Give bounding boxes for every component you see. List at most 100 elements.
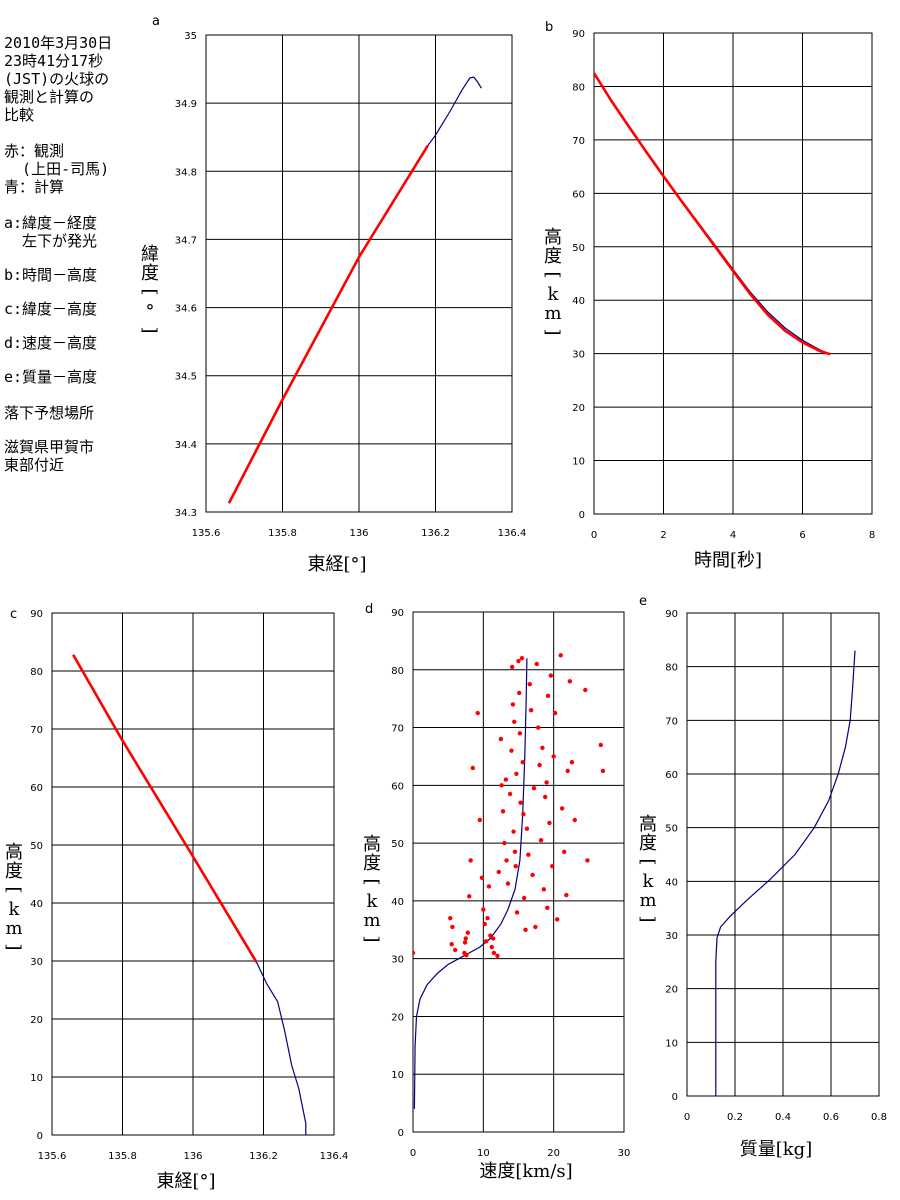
observed-point xyxy=(450,924,455,930)
y-tick-label: 10 xyxy=(30,1073,43,1084)
y-tick-label: 0 xyxy=(672,1092,678,1103)
y-tick-label: 70 xyxy=(572,136,585,147)
y-axis-label-char: [ xyxy=(3,886,24,893)
x-tick-label: 135.8 xyxy=(108,1151,137,1162)
observed-point xyxy=(550,864,555,869)
observed-point xyxy=(468,858,473,863)
y-tick-label: 60 xyxy=(391,781,404,792)
y-axis-label-char: [ xyxy=(542,271,563,278)
legend-colors-block: 赤：観測 (上田-司馬) 青：計算 xyxy=(4,142,144,196)
y-axis-label-char: ] xyxy=(139,326,160,333)
y-tick-label: 90 xyxy=(572,29,585,40)
observed-points xyxy=(413,653,606,958)
y-axis-label: 緯度 [°] xyxy=(139,244,160,334)
observed-point xyxy=(479,875,485,880)
observed-point xyxy=(567,679,573,684)
observed-point xyxy=(552,710,558,716)
gridlines xyxy=(593,32,873,515)
panel-letter: b xyxy=(545,20,553,35)
observed-point xyxy=(583,687,588,693)
observed-point xyxy=(481,907,486,912)
observed-point xyxy=(477,817,483,823)
legend-panel-b: b:時間－高度 xyxy=(4,266,98,284)
y-tick-label: 40 xyxy=(391,897,404,908)
y-axis-label: 高度 [km] xyxy=(542,227,563,336)
y-axis-label-char: 高 xyxy=(5,842,23,863)
observed-point xyxy=(518,800,523,805)
observed-point xyxy=(600,768,606,774)
y-tick-label: 60 xyxy=(572,189,585,200)
plot-frame xyxy=(412,611,625,1133)
y-tick-label: 40 xyxy=(665,877,678,888)
observed-point xyxy=(545,905,550,911)
y-tick-label: 34.6 xyxy=(175,304,197,315)
observed-point xyxy=(413,950,416,956)
x-tick-label: 0 xyxy=(591,530,597,541)
y-tick-label: 20 xyxy=(665,985,678,996)
observed-point xyxy=(509,664,515,670)
y-axis-label-char: 度 xyxy=(141,263,159,284)
computed-series-line xyxy=(715,650,856,1096)
y-tick-label: 50 xyxy=(391,839,404,850)
observed-point xyxy=(490,936,496,941)
x-tick-label: 136.4 xyxy=(498,528,527,539)
y-axis-label-char: [ xyxy=(361,878,382,885)
observed-point xyxy=(527,682,532,687)
panel-letter: a xyxy=(152,14,160,29)
plot-frame xyxy=(205,34,513,513)
computed-series-line xyxy=(594,72,831,355)
observed-point xyxy=(464,953,469,958)
observed-point xyxy=(465,930,471,935)
y-axis-label-char: 高 xyxy=(363,834,381,855)
chart-panel-e: 0 0.2 0.4 0.6 0.8 0 10 20 30 40 50 60 70 80 90 e 質量[kg] 高… xyxy=(637,594,887,1160)
x-tick-label: 0.4 xyxy=(775,1112,791,1123)
observed-point xyxy=(564,892,569,898)
legend-title-line: 2010年3月30日 xyxy=(4,34,113,52)
observed-point xyxy=(510,702,516,707)
observed-point xyxy=(598,742,603,748)
observed-point xyxy=(559,806,565,811)
observed-point xyxy=(467,894,472,899)
y-tick-label: 20 xyxy=(572,403,585,414)
observed-point xyxy=(503,777,509,782)
observed-point xyxy=(489,944,494,950)
y-axis-label-char: k xyxy=(367,891,379,912)
legend-computed-label: 青：計算 xyxy=(4,178,65,196)
observed-point xyxy=(565,768,570,774)
y-tick-label: 80 xyxy=(572,82,585,93)
observed-point xyxy=(524,826,530,831)
observed-point xyxy=(519,656,525,661)
x-tick-label: 2 xyxy=(660,530,666,541)
x-tick-label: 6 xyxy=(799,530,805,541)
x-axis-label: 東経[°] xyxy=(307,554,366,575)
y-tick-label: 10 xyxy=(572,457,585,468)
observed-point xyxy=(486,884,492,889)
figure-legend: 2010年3月30日 23時41分17秒 (JST)の火球の 観測と計算の 比較… xyxy=(4,34,144,474)
y-axis-label-char: 度 xyxy=(5,861,23,882)
observed-point xyxy=(512,719,517,724)
observed-point xyxy=(547,820,552,826)
observed-point xyxy=(521,895,527,901)
observed-point xyxy=(463,936,468,941)
legend-panels-block: a:緯度－経度 左下が発光 b:時間－高度 c:緯度－高度 d:速度－高度 e:… xyxy=(4,214,144,386)
y-tick-label: 90 xyxy=(391,608,404,619)
x-tick-label: 136 xyxy=(183,1151,202,1162)
observed-point xyxy=(517,690,522,696)
y-axis-label: 高度 [km] xyxy=(361,834,382,943)
legend-place-line: 滋賀県甲賀市 xyxy=(4,438,95,456)
y-axis-label-char: [ xyxy=(139,288,160,295)
observed-point xyxy=(514,910,520,915)
tick-labels: 0 10 20 30 0 10 20 30 40 50 60 70 80 90 xyxy=(391,608,630,1159)
chart-panel-c: 135.6 135.8 136 136.2 136.4 0 10 20 30 40 50 60 70 80… xyxy=(3,607,348,1192)
observed-point xyxy=(548,673,554,678)
y-axis-label-char: 度 xyxy=(544,246,562,267)
legend-panel-e: e:質量－高度 xyxy=(4,368,98,386)
x-tick-label: 136.2 xyxy=(421,528,450,539)
legend-place-line: 東部付近 xyxy=(4,456,65,474)
computed-series-line xyxy=(72,654,307,1135)
y-tick-label: 60 xyxy=(665,770,678,781)
y-tick-label: 34.4 xyxy=(175,440,197,451)
observed-point xyxy=(498,736,504,742)
